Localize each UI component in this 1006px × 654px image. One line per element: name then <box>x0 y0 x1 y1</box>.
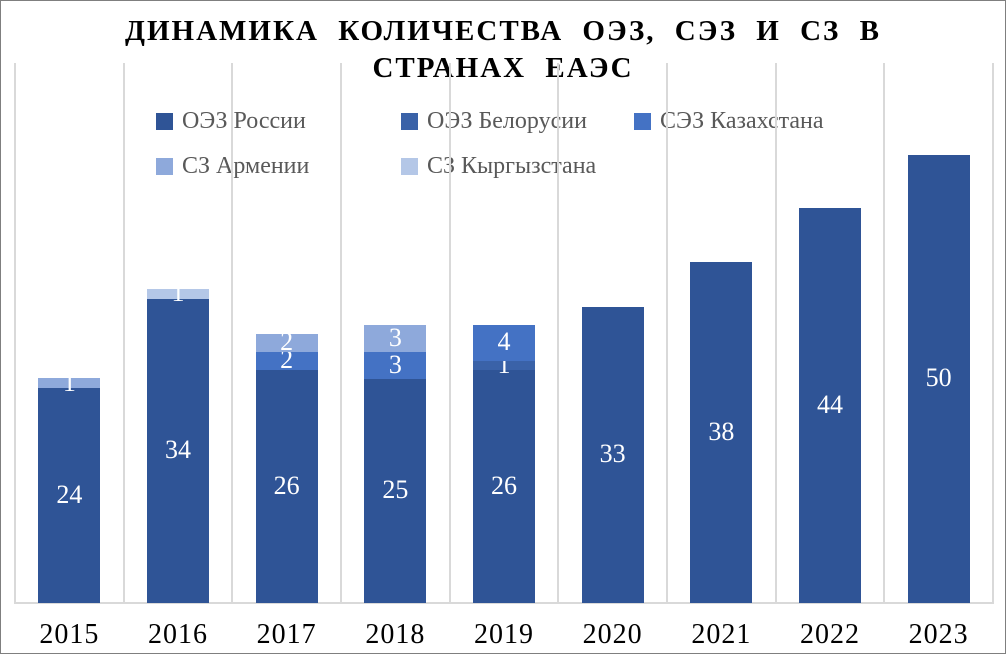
category-gridline <box>14 63 16 604</box>
category-gridline <box>557 63 560 604</box>
bar-value-label: 24 <box>56 479 83 509</box>
category-gridline <box>992 63 994 604</box>
legend-item-3: СЭЗ Казахстана <box>634 108 824 134</box>
x-axis-label: 2019 <box>474 619 534 650</box>
bar-segment <box>799 208 861 603</box>
category-gridline <box>231 63 234 604</box>
bar-value-label: 3 <box>388 322 402 352</box>
bar-value-label: 33 <box>599 439 626 469</box>
bar-segment <box>581 306 644 603</box>
x-axis-line <box>15 602 993 604</box>
legend-swatch-icon <box>401 112 418 130</box>
bar-value-label: 3 <box>388 349 402 379</box>
category-gridline <box>340 63 342 604</box>
x-axis-label: 2017 <box>256 619 317 650</box>
bar-value-label: 50 <box>925 363 952 393</box>
category-gridline <box>122 63 125 604</box>
bar-segment <box>364 378 427 603</box>
legend-item-4: СЗ Армении <box>156 153 309 179</box>
bar-segment <box>364 324 427 353</box>
bar-segment <box>147 288 209 299</box>
bar-value-label: 2 <box>280 345 294 375</box>
chart-title-line2: СТРАНАХ ЕАЭС <box>372 52 634 84</box>
category-gridline <box>883 63 886 604</box>
x-axis-label: 2016 <box>148 619 208 650</box>
bar-value-label: 26 <box>491 470 517 500</box>
chart-title-line1: ДИНАМИКА КОЛИЧЕСТВА ОЭЗ, СЭЗ И СЗ В <box>125 15 881 47</box>
bar-value-label: 1 <box>171 278 185 308</box>
bar-value-label: 4 <box>497 327 511 357</box>
bar-value-label: 44 <box>817 390 843 420</box>
legend-label: ОЭЗ Белорусии <box>427 107 587 134</box>
legend-item-2: ОЭЗ Белорусии <box>401 108 587 134</box>
bar-value-label: 34 <box>165 434 191 464</box>
category-gridline <box>448 63 451 604</box>
bar-value-label: 2 <box>280 327 294 357</box>
x-axis-label: 2015 <box>39 619 100 650</box>
legend-label: СЭЗ Казахстана <box>660 107 824 134</box>
bar-segment <box>38 378 101 389</box>
legend-swatch-icon <box>156 157 173 175</box>
x-axis-label: 2023 <box>908 619 969 650</box>
bar-segment <box>255 351 318 371</box>
chart-title: ДИНАМИКА КОЛИЧЕСТВА ОЭЗ, СЭЗ И СЗ В СТРА… <box>1 13 1005 87</box>
category-gridline <box>774 63 777 604</box>
legend-swatch-icon <box>634 112 651 130</box>
legend-item-5: СЗ Кыргызстана <box>401 153 596 179</box>
x-axis-label: 2022 <box>800 619 860 650</box>
legend-label: СЗ Кыргызстана <box>427 152 597 179</box>
bar-segment <box>255 333 318 353</box>
bar-segment <box>364 351 427 380</box>
legend-item-1: ОЭЗ России <box>156 108 306 134</box>
legend-label: ОЭЗ России <box>182 107 306 134</box>
bar-segment <box>690 261 753 603</box>
bar-segment <box>473 360 535 371</box>
bar-value-label: 26 <box>273 470 300 500</box>
bar-segment <box>255 369 318 603</box>
x-axis-label: 2020 <box>582 619 643 650</box>
bar-segment <box>473 369 535 603</box>
legend-swatch-icon <box>401 157 418 175</box>
bar-value-label: 38 <box>708 416 735 446</box>
bar-segment <box>907 154 970 603</box>
bar-segment <box>147 297 209 603</box>
bar-segment <box>38 387 101 603</box>
bar-value-label: 1 <box>62 367 76 397</box>
x-axis-label: 2021 <box>691 619 752 650</box>
legend-label: СЗ Армении <box>182 152 310 179</box>
bar-value-label: 25 <box>382 475 409 505</box>
x-axis-label: 2018 <box>365 619 426 650</box>
bar-segment <box>473 324 535 362</box>
legend-swatch-icon <box>156 112 173 130</box>
category-gridline <box>666 63 668 604</box>
